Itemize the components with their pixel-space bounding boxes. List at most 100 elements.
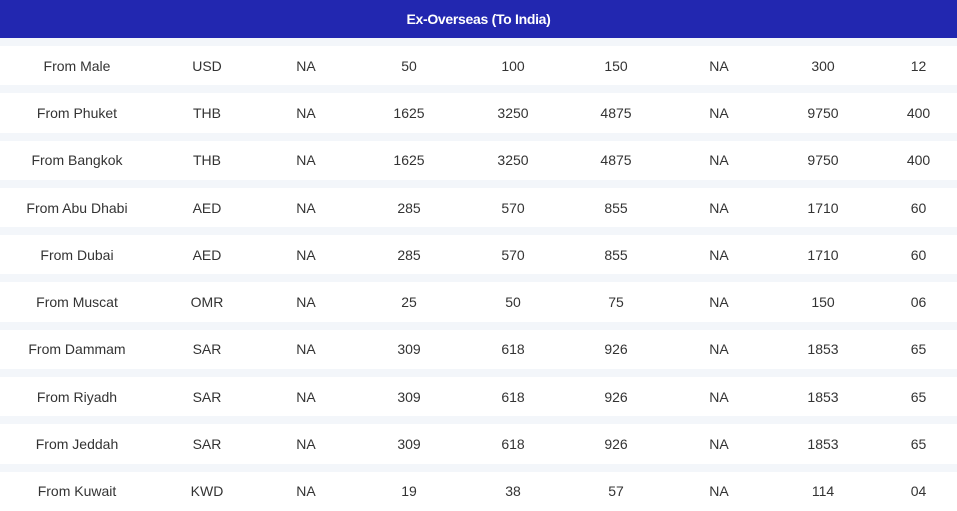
table-cell: THB: [154, 132, 260, 180]
table-row: From Jeddah SAR NA 309 618 926 NA 1853 65: [0, 416, 957, 464]
route-cell: From Jeddah: [0, 416, 154, 464]
route-cell: From Phuket: [0, 85, 154, 133]
table-cell: 926: [560, 321, 672, 370]
table-cell: 65: [880, 321, 957, 370]
table-cell: 855: [560, 179, 672, 228]
table-cell: 1853: [766, 369, 880, 417]
table-cell: 1625: [352, 85, 466, 133]
table-cell: 1853: [766, 321, 880, 370]
table-cell: 309: [352, 321, 466, 370]
table-cell: 926: [560, 416, 672, 464]
table-cell: OMR: [154, 274, 260, 322]
table-cell: NA: [672, 227, 766, 275]
table-cell: NA: [260, 321, 352, 370]
table-cell: 618: [466, 369, 560, 417]
table-cell: 19: [352, 463, 466, 511]
route-cell: From Dammam: [0, 321, 154, 370]
table-cell: 100: [466, 38, 560, 86]
table-cell: 285: [352, 227, 466, 275]
table-cell: 65: [880, 416, 957, 464]
table-cell: NA: [260, 274, 352, 322]
table-cell: 285: [352, 179, 466, 228]
table-row: From Bangkok THB NA 1625 3250 4875 NA 9750 400: [0, 132, 957, 180]
route-cell: From Kuwait: [0, 463, 154, 511]
table-cell: NA: [672, 38, 766, 86]
route-cell: From Abu Dhabi: [0, 179, 154, 228]
table-cell: 400: [880, 132, 957, 180]
table-cell: 38: [466, 463, 560, 511]
table-cell: 9750: [766, 132, 880, 180]
table-cell: 60: [880, 227, 957, 275]
table-cell: NA: [260, 369, 352, 417]
table-cell: SAR: [154, 369, 260, 417]
table-cell: NA: [260, 38, 352, 86]
table-row: From Dubai AED NA 285 570 855 NA 1710 60: [0, 227, 957, 275]
table-cell: NA: [260, 85, 352, 133]
table-cell: SAR: [154, 321, 260, 370]
table-cell: 06: [880, 274, 957, 322]
table-cell: 1625: [352, 132, 466, 180]
table-cell: KWD: [154, 463, 260, 511]
table-cell: SAR: [154, 416, 260, 464]
table-cell: 12: [880, 38, 957, 86]
route-cell: From Riyadh: [0, 369, 154, 417]
table-cell: NA: [672, 321, 766, 370]
table-cell: NA: [260, 132, 352, 180]
table-cell: 114: [766, 463, 880, 511]
fare-table: From Male USD NA 50 100 150 NA 300 12 From Phuket…: [0, 38, 957, 511]
table-cell: 60: [880, 179, 957, 228]
table-cell: 3250: [466, 132, 560, 180]
table-cell: 4875: [560, 132, 672, 180]
table-cell: 4875: [560, 85, 672, 133]
table-cell: NA: [672, 85, 766, 133]
table-cell: NA: [672, 463, 766, 511]
table-cell: 50: [466, 274, 560, 322]
table-row: From Muscat OMR NA 25 50 75 NA 150 06: [0, 274, 957, 322]
table-row: From Abu Dhabi AED NA 285 570 855 NA 1710 60: [0, 179, 957, 228]
table-cell: 50: [352, 38, 466, 86]
table-cell: 1710: [766, 227, 880, 275]
table-cell: NA: [260, 179, 352, 228]
table-cell: 618: [466, 416, 560, 464]
table-cell: 9750: [766, 85, 880, 133]
table-cell: NA: [672, 132, 766, 180]
table-cell: 1853: [766, 416, 880, 464]
table-cell: NA: [672, 274, 766, 322]
table-cell: 570: [466, 179, 560, 228]
table-cell: 75: [560, 274, 672, 322]
route-cell: From Male: [0, 38, 154, 86]
table-cell: 65: [880, 369, 957, 417]
table-cell: NA: [260, 463, 352, 511]
table-cell: NA: [260, 227, 352, 275]
table-cell: 926: [560, 369, 672, 417]
table-row: From Male USD NA 50 100 150 NA 300 12: [0, 38, 957, 86]
table-row: From Dammam SAR NA 309 618 926 NA 1853 65: [0, 321, 957, 370]
table-header: Ex-Overseas (To India): [0, 0, 957, 38]
table-cell: 855: [560, 227, 672, 275]
table-cell: 570: [466, 227, 560, 275]
table-row: From Riyadh SAR NA 309 618 926 NA 1853 65: [0, 369, 957, 417]
table-row: From Kuwait KWD NA 19 38 57 NA 114 04: [0, 463, 957, 511]
table-cell: 57: [560, 463, 672, 511]
table-cell: AED: [154, 227, 260, 275]
table-cell: NA: [260, 416, 352, 464]
table-cell: NA: [672, 179, 766, 228]
table-cell: THB: [154, 85, 260, 133]
table-body: From Male USD NA 50 100 150 NA 300 12 From Phuket…: [0, 38, 957, 511]
table-row: From Phuket THB NA 1625 3250 4875 NA 9750 400: [0, 85, 957, 133]
table-cell: 150: [560, 38, 672, 86]
table-cell: USD: [154, 38, 260, 86]
route-cell: From Muscat: [0, 274, 154, 322]
table-cell: 300: [766, 38, 880, 86]
table-cell: 309: [352, 369, 466, 417]
table-cell: 25: [352, 274, 466, 322]
table-cell: 1710: [766, 179, 880, 228]
route-cell: From Dubai: [0, 227, 154, 275]
table-cell: AED: [154, 179, 260, 228]
table-cell: 400: [880, 85, 957, 133]
table-cell: NA: [672, 369, 766, 417]
table-cell: NA: [672, 416, 766, 464]
table-cell: 3250: [466, 85, 560, 133]
table-cell: 618: [466, 321, 560, 370]
